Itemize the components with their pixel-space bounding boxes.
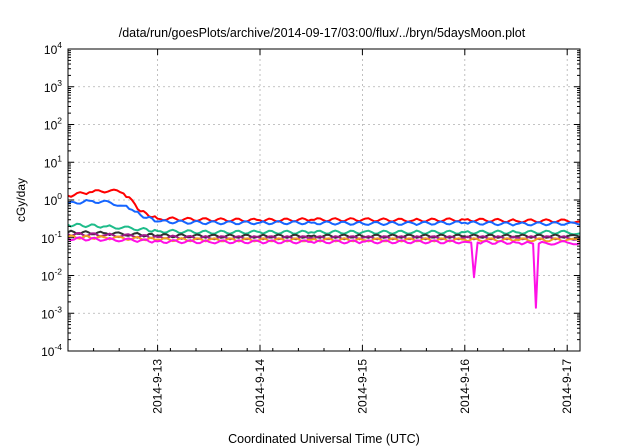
y-tick-label: 10-1 bbox=[41, 229, 62, 246]
series-line bbox=[67, 236, 581, 309]
x-axis: 2014-9-13 2014-9-14 2014-9-15 2014-9-16 2014… bbox=[67, 49, 581, 414]
x-tick-label: 2014-9-13 bbox=[151, 359, 165, 414]
x-tick-label: 2014-9-14 bbox=[253, 359, 267, 414]
y-tick-label: 10-3 bbox=[41, 304, 62, 321]
series-line bbox=[67, 229, 581, 239]
y-tick-label: 10-4 bbox=[41, 342, 62, 359]
y-tick-label: 104 bbox=[44, 40, 62, 57]
x-axis-label: Coordinated Universal Time (UTC) bbox=[228, 432, 420, 446]
x-tick-label: 2014-9-16 bbox=[458, 359, 472, 414]
series-line bbox=[67, 222, 581, 236]
y-tick-label: 100 bbox=[44, 191, 62, 208]
y-tick-label: 102 bbox=[44, 116, 62, 133]
series-line bbox=[67, 199, 581, 227]
y-tick-label: 103 bbox=[44, 78, 62, 95]
chart-title: /data/run/goesPlots/archive/2014-09-17/0… bbox=[119, 26, 526, 40]
y-tick-label: 10-2 bbox=[41, 267, 62, 284]
y-axis: 10-4 10-3 10-2 10-1 100 101 102 103 104 bbox=[41, 40, 580, 359]
grid bbox=[68, 49, 580, 351]
y-tick-label: 101 bbox=[44, 153, 62, 170]
x-tick-label: 2014-9-15 bbox=[355, 359, 369, 414]
y-axis-label: cGy/day bbox=[14, 178, 28, 222]
x-tick-label: 2014-9-17 bbox=[560, 359, 574, 414]
series-layer bbox=[67, 188, 581, 309]
series-line bbox=[67, 188, 581, 224]
